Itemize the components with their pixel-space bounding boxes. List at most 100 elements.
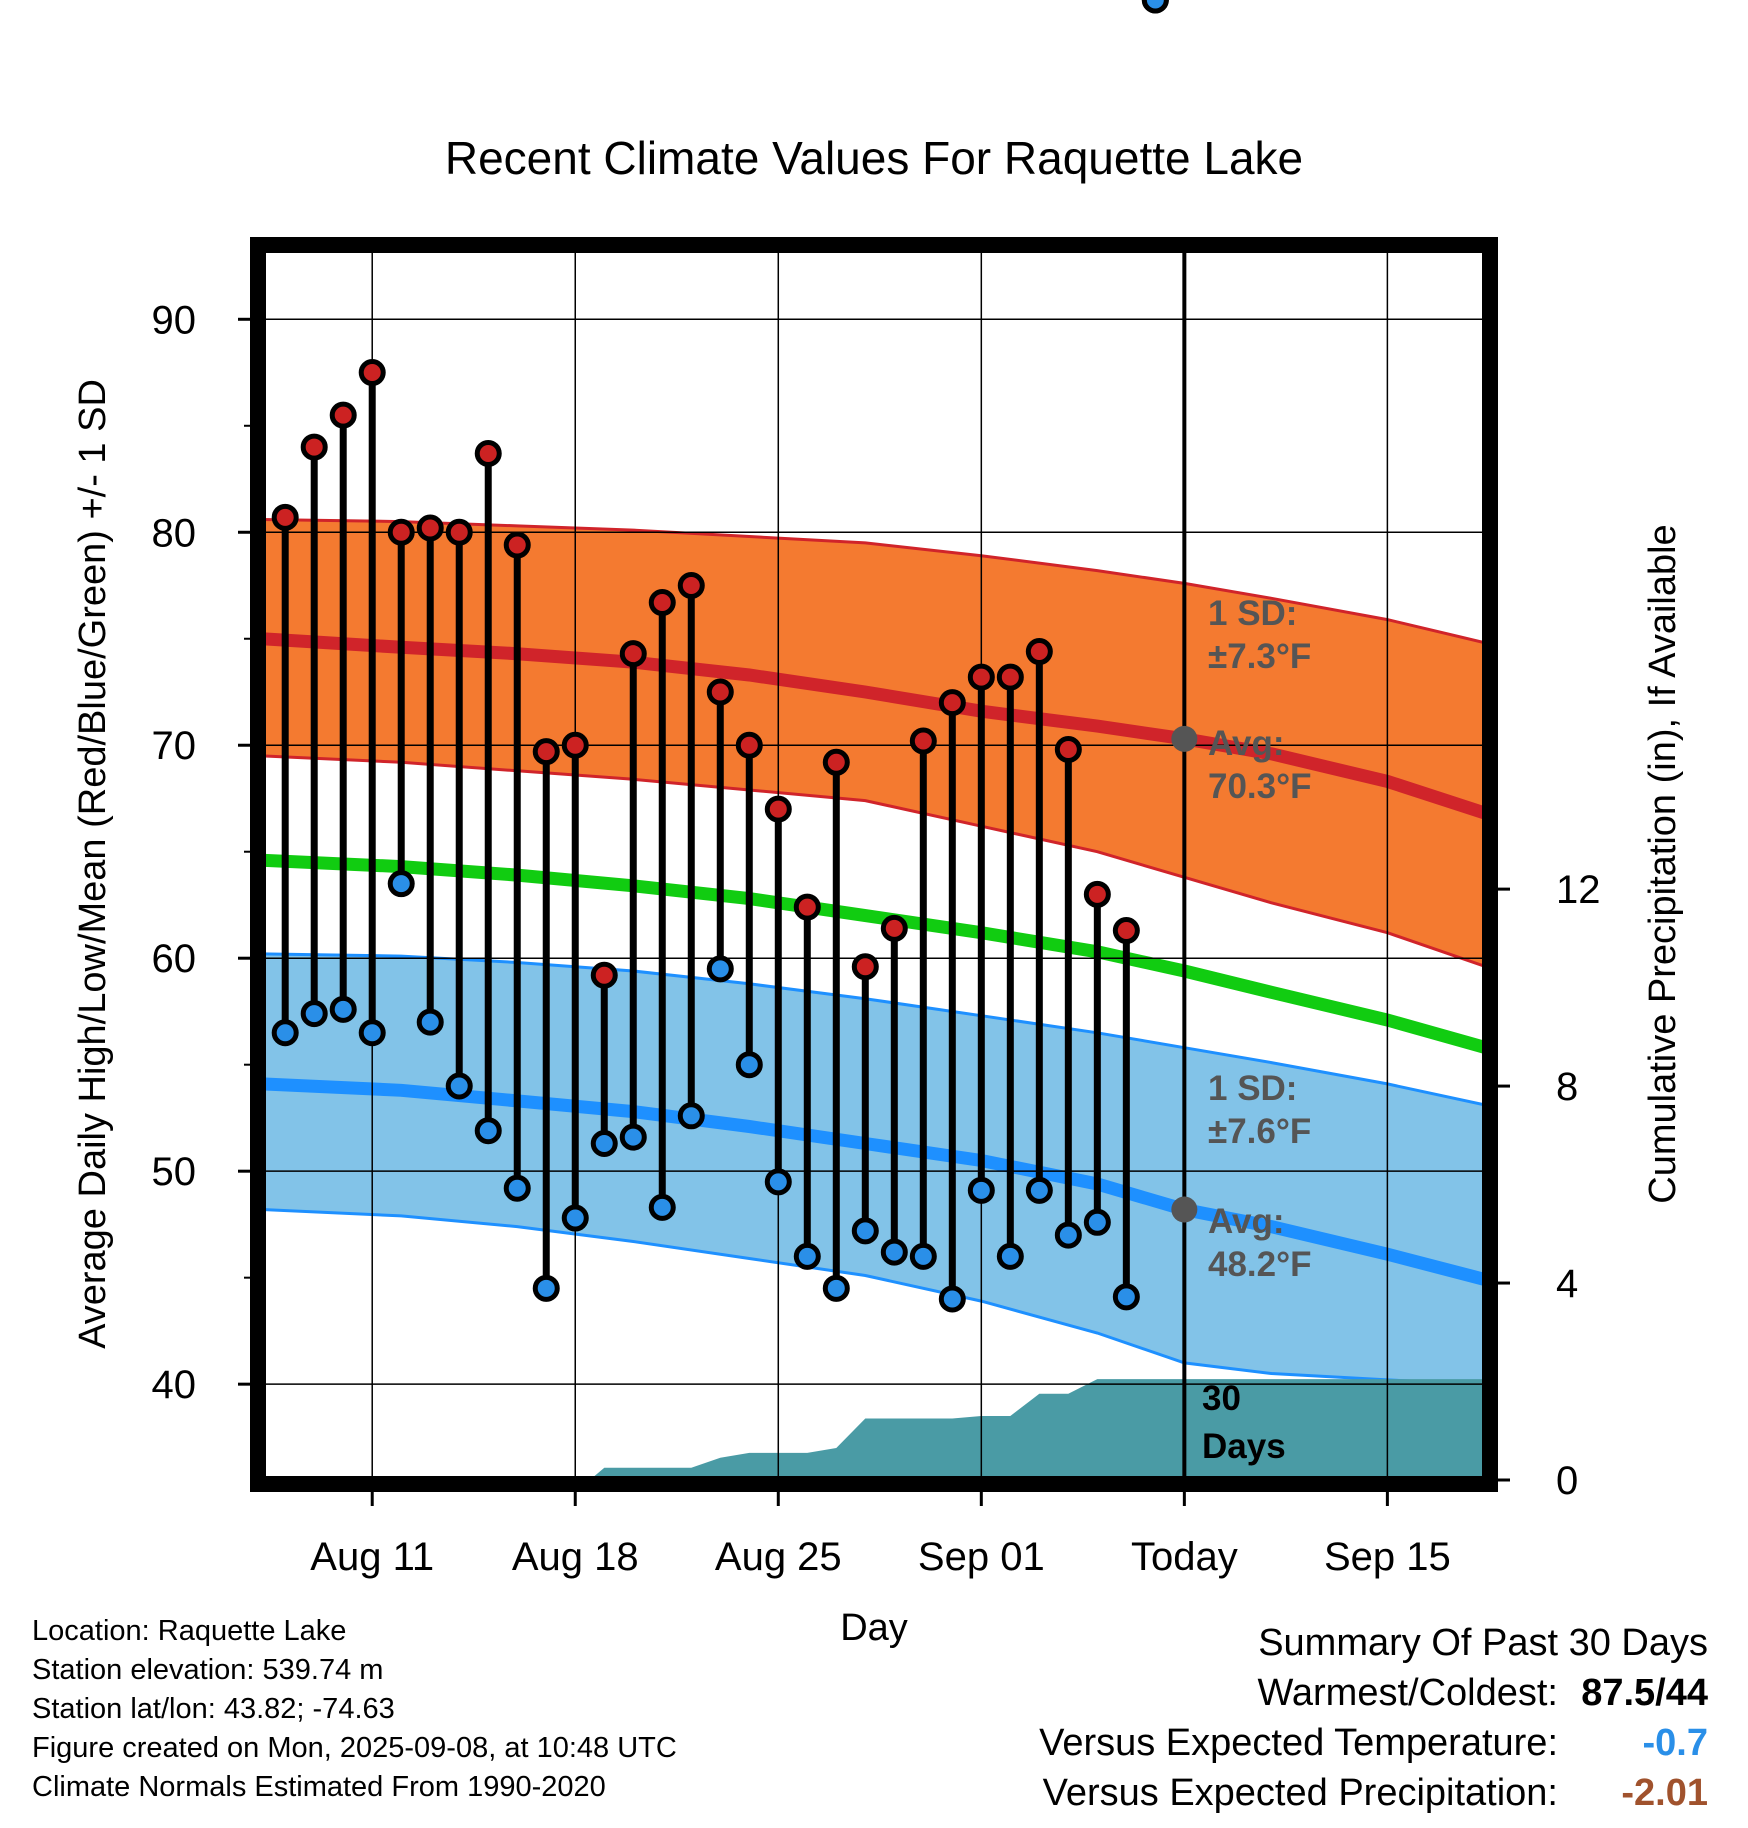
today-low-normal-marker: [1171, 1196, 1198, 1223]
low-point: [764, 1168, 792, 1196]
low-point: [329, 995, 357, 1023]
high-point: [967, 663, 995, 691]
summary-temp-value: -0.7: [1642, 1722, 1708, 1764]
summary-precip-row: Versus Expected Precipitation: -2.01: [948, 1768, 1708, 1818]
y-axis-label: Average Daily High/Low/Mean (Red/Blue/Gr…: [72, 379, 114, 1349]
low-point: [1141, 0, 1169, 14]
high-sd-upper-line: [262, 518, 1486, 645]
low-point: [503, 1174, 531, 1202]
annotation-high-avg-label: Avg:: [1208, 724, 1284, 763]
low-point: [532, 1274, 560, 1302]
low-point: [648, 1193, 676, 1221]
high-point: [764, 795, 792, 823]
high-point: [1112, 917, 1140, 945]
summary-warmest-label: Warmest/Coldest:: [1257, 1672, 1558, 1714]
y2-tick-label: 12: [1556, 868, 1601, 912]
high-sd-band: [262, 519, 1486, 967]
high-point: [793, 893, 821, 921]
info-elevation: Station elevation: 539.74 m: [32, 1654, 384, 1686]
annotation-high-sd-value: ±7.3°F: [1208, 637, 1311, 676]
low-point: [1025, 1176, 1053, 1204]
plot-frame: [250, 237, 1498, 1492]
high-point: [271, 503, 299, 531]
high-point: [445, 518, 473, 546]
low-point: [474, 1117, 502, 1145]
summary-precip-label: Versus Expected Precipitation:: [1042, 1772, 1558, 1814]
x-tick-label: Aug 25: [715, 1535, 842, 1579]
high-point: [735, 731, 763, 759]
high-point: [416, 514, 444, 542]
low-sd-lower-line: [262, 1208, 1486, 1386]
summary-temp-row: Versus Expected Temperature: -0.7: [948, 1718, 1708, 1768]
today-high-normal-marker: [1171, 725, 1198, 752]
low-point: [271, 1019, 299, 1047]
high-point: [329, 401, 357, 429]
summary-title: Summary Of Past 30 Days: [1258, 1622, 1708, 1664]
high-point: [300, 433, 328, 461]
y2-axis-label: Cumulative Precipitation (in), If Availa…: [1642, 524, 1684, 1203]
low-point: [706, 955, 734, 983]
high-point: [880, 914, 908, 942]
summary-panel: Summary Of Past 30 Days Warmest/Coldest:…: [948, 1618, 1708, 1818]
low-point: [967, 1176, 995, 1204]
low-point: [677, 1102, 705, 1130]
annotation-low-avg-label: Avg:: [1208, 1202, 1284, 1241]
high-point: [677, 572, 705, 600]
low-point: [909, 1242, 937, 1270]
x-tick-label: Sep 15: [1324, 1535, 1451, 1579]
high-point: [619, 640, 647, 668]
x-axis-label: Day: [840, 1607, 908, 1649]
low-point: [387, 870, 415, 898]
x-tick-label: Aug 18: [512, 1535, 639, 1579]
station-info: Location: Raquette Lake Station elevatio…: [32, 1612, 677, 1807]
annotation-low-avg-value: 48.2°F: [1208, 1245, 1312, 1284]
high-point: [851, 953, 879, 981]
chart-title: Recent Climate Values For Raquette Lake: [445, 132, 1303, 184]
days-label-number: 30: [1202, 1379, 1241, 1418]
y2-tick-label: 0: [1556, 1459, 1578, 1503]
low-point: [822, 1274, 850, 1302]
high-point: [358, 359, 386, 387]
high-point: [648, 589, 676, 617]
high-point: [938, 689, 966, 717]
high-point: [474, 439, 502, 467]
low-point: [1054, 1221, 1082, 1249]
low-point: [793, 1242, 821, 1270]
low-point: [590, 1129, 618, 1157]
y-tick-label: 40: [152, 1363, 197, 1407]
y-tick-label: 60: [152, 937, 197, 981]
low-point: [300, 1000, 328, 1028]
x-tick-label: Today: [1131, 1535, 1238, 1579]
high-point: [996, 663, 1024, 691]
high-normal-line: [262, 632, 1486, 820]
summary-title-row: Summary Of Past 30 Days: [948, 1618, 1708, 1668]
info-location: Location: Raquette Lake: [32, 1615, 347, 1647]
summary-warmest-row: Warmest/Coldest: 87.5/44: [948, 1668, 1708, 1718]
low-point: [1112, 1283, 1140, 1311]
high-point: [590, 961, 618, 989]
high-point: [1054, 735, 1082, 763]
high-point: [532, 738, 560, 766]
y2-tick-label: 4: [1556, 1262, 1578, 1306]
low-point: [1083, 1208, 1111, 1236]
annotation-high-avg-value: 70.3°F: [1208, 767, 1312, 806]
annotation-high-sd-label: 1 SD:: [1208, 594, 1297, 633]
y-tick-label: 90: [152, 298, 197, 342]
summary-warmest-value: 87.5/44: [1581, 1672, 1708, 1714]
low-point: [851, 1217, 879, 1245]
high-point: [909, 727, 937, 755]
summary-temp-label: Versus Expected Temperature:: [1039, 1722, 1558, 1764]
annotation-low-sd-value: ±7.6°F: [1208, 1112, 1311, 1151]
low-point: [619, 1123, 647, 1151]
info-created: Figure created on Mon, 2025-09-08, at 10…: [32, 1732, 677, 1764]
low-point: [416, 1008, 444, 1036]
precip-area: [589, 1379, 1486, 1480]
annotation-low-sd-label: 1 SD:: [1208, 1069, 1297, 1108]
low-point: [735, 1051, 763, 1079]
high-point: [387, 518, 415, 546]
info-latlon: Station lat/lon: 43.82; -74.63: [32, 1693, 395, 1725]
high-point: [561, 731, 589, 759]
info-normals: Climate Normals Estimated From 1990-2020: [32, 1771, 606, 1803]
y-tick-label: 50: [152, 1150, 197, 1194]
